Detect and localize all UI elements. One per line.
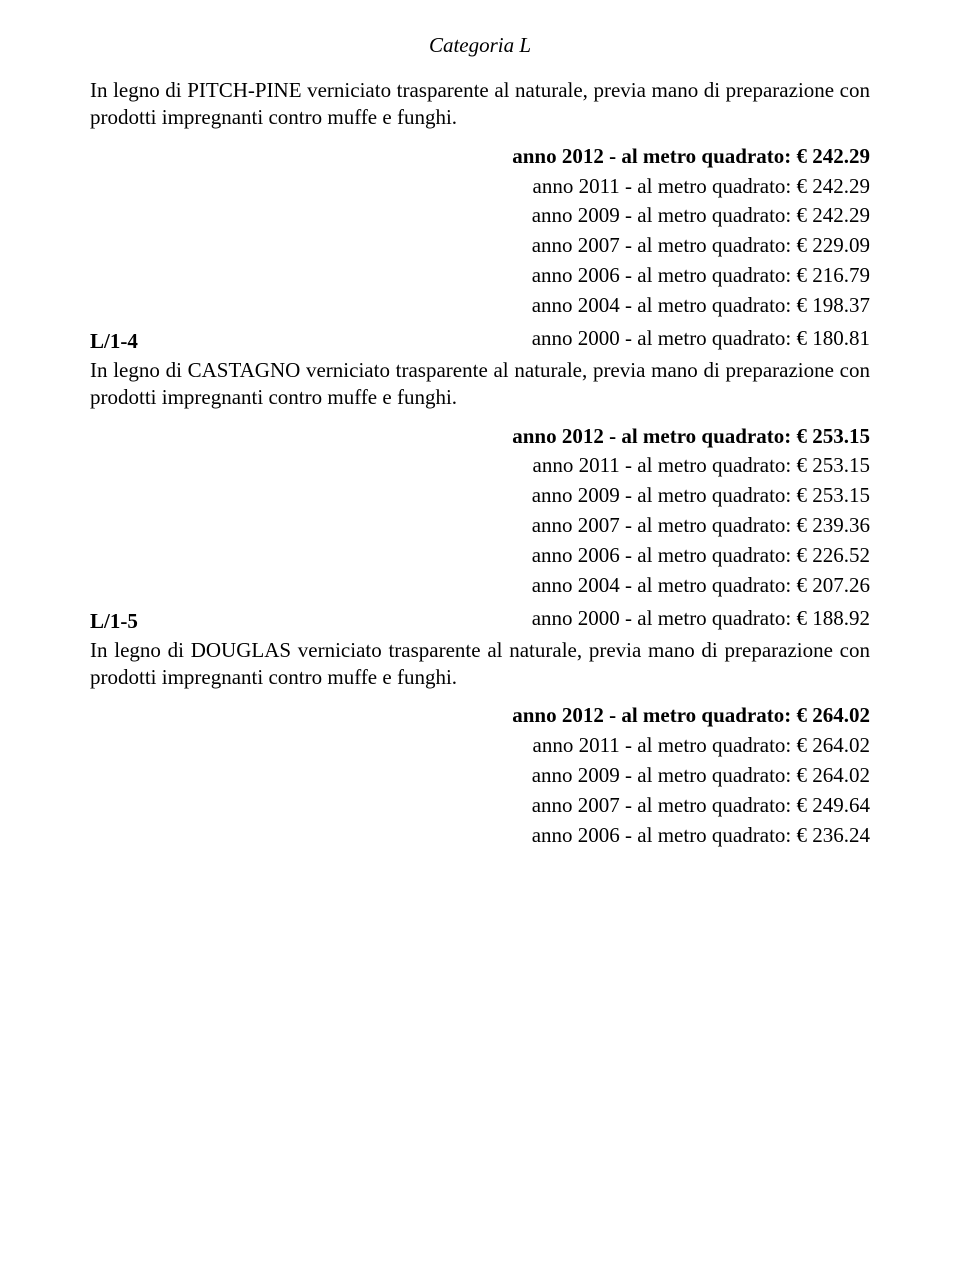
price-line: anno 2006 - al metro quadrato: € 216.79 xyxy=(90,262,870,289)
price-line: anno 2007 - al metro quadrato: € 239.36 xyxy=(90,512,870,539)
price-line: anno 2009 - al metro quadrato: € 242.29 xyxy=(90,202,870,229)
price-line: anno 2000 - al metro quadrato: € 180.81 xyxy=(138,325,870,352)
section1-intro: In legno di PITCH-PINE verniciato traspa… xyxy=(90,77,870,131)
price-line: anno 2012 - al metro quadrato: € 264.02 xyxy=(90,702,870,729)
price-line: anno 2007 - al metro quadrato: € 229.09 xyxy=(90,232,870,259)
price-line: anno 2009 - al metro quadrato: € 253.15 xyxy=(90,482,870,509)
category-heading: Categoria L xyxy=(90,32,870,59)
price-line: anno 2012 - al metro quadrato: € 253.15 xyxy=(90,423,870,450)
price-line: anno 2011 - al metro quadrato: € 253.15 xyxy=(90,452,870,479)
price-line: anno 2011 - al metro quadrato: € 264.02 xyxy=(90,732,870,759)
price-line: anno 2011 - al metro quadrato: € 242.29 xyxy=(90,173,870,200)
price-line: anno 2006 - al metro quadrato: € 236.24 xyxy=(90,822,870,849)
code-label: L/1-4 xyxy=(90,328,138,355)
section1-code-row: L/1-4 anno 2000 - al metro quadrato: € 1… xyxy=(90,322,870,355)
section1-price-block: anno 2012 - al metro quadrato: € 242.29 … xyxy=(90,143,870,319)
price-line: anno 2000 - al metro quadrato: € 188.92 xyxy=(138,605,870,632)
section2-price-block: anno 2012 - al metro quadrato: € 253.15 … xyxy=(90,423,870,599)
section2-code-row: L/1-5 anno 2000 - al metro quadrato: € 1… xyxy=(90,602,870,635)
price-line: anno 2012 - al metro quadrato: € 242.29 xyxy=(90,143,870,170)
section3-price-block: anno 2012 - al metro quadrato: € 264.02 … xyxy=(90,702,870,848)
price-line: anno 2009 - al metro quadrato: € 264.02 xyxy=(90,762,870,789)
price-line: anno 2004 - al metro quadrato: € 198.37 xyxy=(90,292,870,319)
section2-intro: In legno di CASTAGNO verniciato traspare… xyxy=(90,357,870,411)
code-label: L/1-5 xyxy=(90,608,138,635)
price-line: anno 2007 - al metro quadrato: € 249.64 xyxy=(90,792,870,819)
price-line: anno 2006 - al metro quadrato: € 226.52 xyxy=(90,542,870,569)
document-page: Categoria L In legno di PITCH-PINE verni… xyxy=(0,0,960,1280)
section3-intro: In legno di DOUGLAS verniciato trasparen… xyxy=(90,637,870,691)
price-line: anno 2004 - al metro quadrato: € 207.26 xyxy=(90,572,870,599)
